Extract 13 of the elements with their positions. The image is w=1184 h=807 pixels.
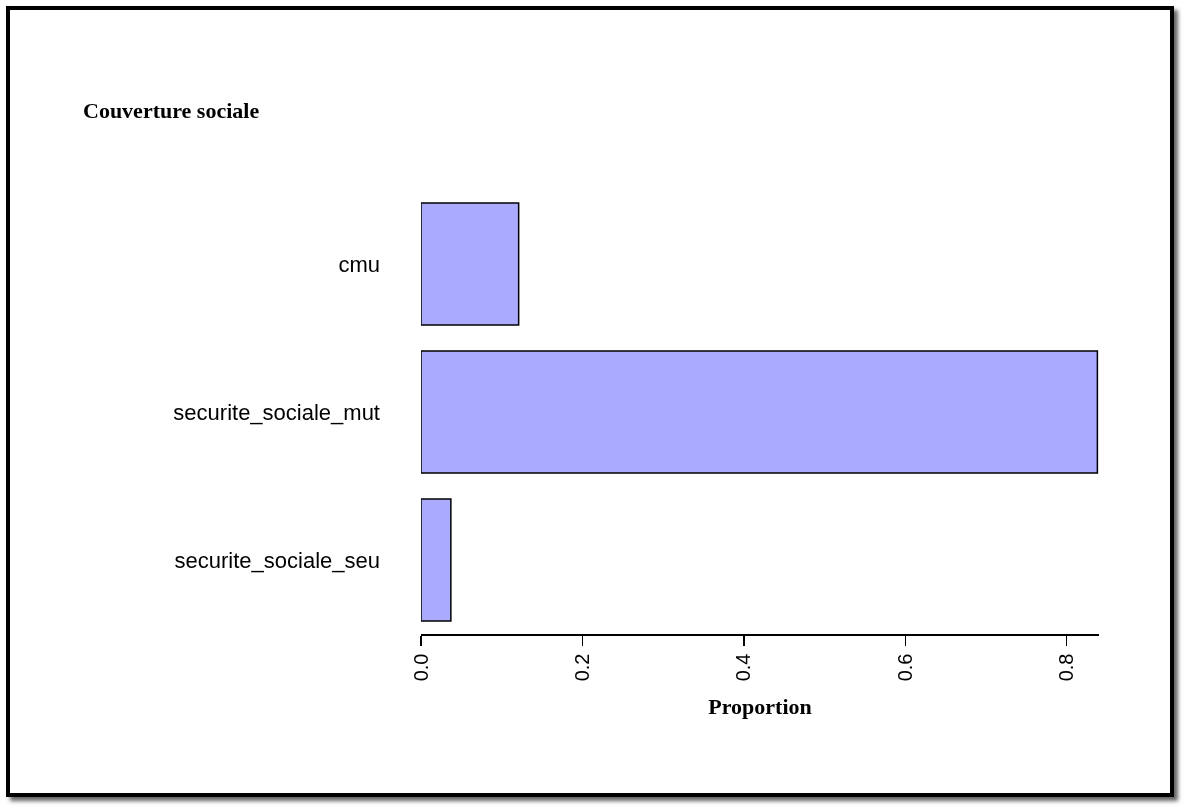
- x-tick-label: 0.0: [409, 653, 432, 682]
- y-tick-label: securite_sociale_mut: [173, 399, 380, 425]
- bar: [421, 498, 452, 622]
- x-tick-label: 0.8: [1055, 653, 1078, 682]
- x-tick-label: 0.4: [732, 653, 755, 682]
- bar: [421, 202, 520, 326]
- x-tick-label: 0.6: [893, 653, 916, 682]
- text: Couverture sociale: [83, 97, 260, 123]
- x-axis-title: Proportion: [708, 693, 812, 719]
- x-tick-label: 0.2: [570, 653, 593, 682]
- y-tick-label: securite_sociale_seu: [174, 547, 380, 573]
- bar: [421, 350, 1099, 474]
- y-tick-label: cmu: [338, 251, 380, 277]
